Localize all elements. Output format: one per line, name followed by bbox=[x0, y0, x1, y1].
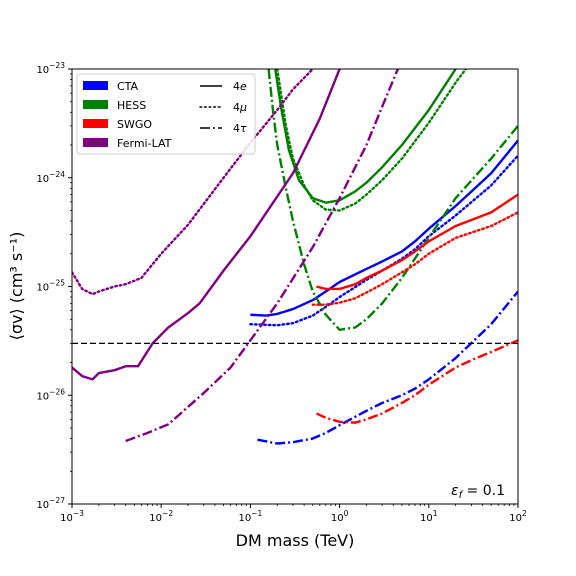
legend-label: SWGO bbox=[117, 118, 152, 131]
legend-swatch-fermi-lat bbox=[83, 138, 108, 147]
series-line-fermi-lat-9 bbox=[72, 69, 341, 381]
x-tick-label: 101 bbox=[420, 509, 438, 524]
legend-style-label: 4τ bbox=[233, 122, 247, 135]
x-tick-label: 100 bbox=[331, 509, 349, 524]
y-axis-label: ⟨σv⟩ (cm³ s⁻¹) bbox=[7, 232, 26, 341]
efficiency-annotation: εf = 0.1 bbox=[451, 483, 505, 501]
series-line-cta-0 bbox=[250, 139, 518, 317]
y-tick-label: 10−25 bbox=[36, 279, 65, 294]
legend-swatch-hess bbox=[83, 100, 108, 109]
legend-style-label: 4e bbox=[233, 80, 247, 93]
y-tick-label: 10−27 bbox=[36, 496, 65, 511]
series-line-swgo-7 bbox=[311, 211, 518, 306]
x-tick-label: 10−3 bbox=[60, 509, 84, 524]
x-axis-ticks: 10−3 10−2 10−1 100 101 102 bbox=[60, 504, 527, 524]
legend: CTA HESS SWGO Fermi-LAT 4e 4μ 4τ bbox=[76, 73, 256, 155]
series-line-fermi-lat-11 bbox=[125, 69, 399, 443]
x-tick-label: 102 bbox=[509, 509, 527, 524]
y-tick-label: 10−26 bbox=[36, 387, 65, 402]
series-line-swgo-8 bbox=[315, 339, 518, 424]
series-line-cta-2 bbox=[257, 290, 518, 445]
annotation-layer: εf = 0.1 bbox=[451, 483, 505, 501]
series-line-fermi-lat-10 bbox=[72, 69, 314, 296]
series-layer bbox=[72, 69, 518, 445]
legend-style-label: 4μ bbox=[233, 101, 247, 114]
y-tick-label: 10−24 bbox=[36, 170, 65, 185]
legend-label: CTA bbox=[117, 80, 139, 93]
legend-label: Fermi-LAT bbox=[117, 137, 172, 150]
x-tick-label: 10−2 bbox=[149, 509, 173, 524]
legend-swatch-cta bbox=[83, 81, 108, 90]
series-line-hess-5 bbox=[267, 69, 518, 331]
series-line-swgo-6 bbox=[316, 193, 518, 291]
series-line-hess-4 bbox=[276, 69, 468, 212]
x-tick-label: 10−1 bbox=[239, 509, 263, 524]
x-axis-label: DM mass (TeV) bbox=[236, 531, 355, 550]
y-axis-ticks: 10−27 10−26 10−25 10−24 10−23 bbox=[36, 61, 72, 511]
legend-swatch-swgo bbox=[83, 119, 108, 128]
y-tick-label: 10−23 bbox=[36, 61, 65, 76]
legend-label: HESS bbox=[117, 99, 146, 112]
legend-frame bbox=[76, 73, 256, 155]
